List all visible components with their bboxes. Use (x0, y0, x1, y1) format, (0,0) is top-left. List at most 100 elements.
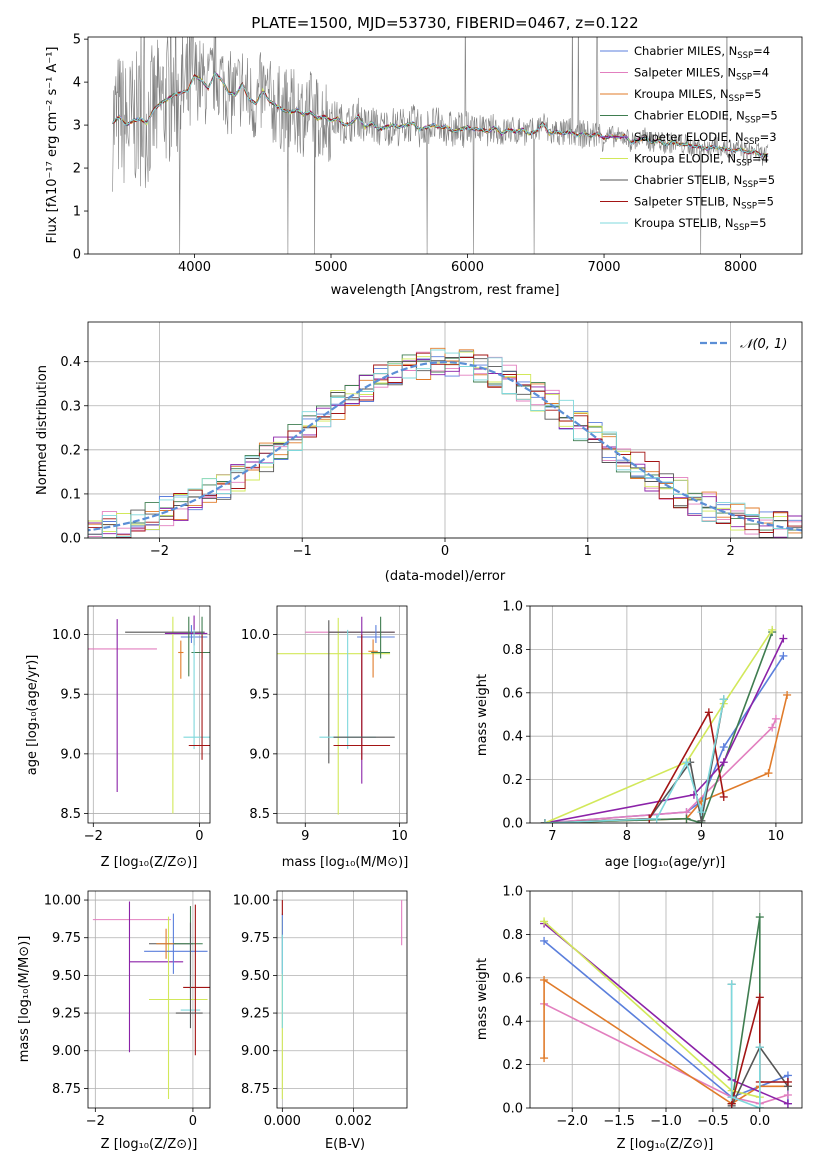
y-tick-label: 9.25 (52, 1007, 81, 1022)
x-tick-label: −1 (293, 544, 312, 559)
age_vs_mass-axes: 9 10 8.5 9.0 9.5 10.0 (241, 606, 408, 844)
weight-line-salpeter_miles (544, 718, 777, 823)
y-tick-label: 10.00 (233, 894, 270, 909)
gaussian-reference-line (88, 360, 802, 532)
legend-entry: Salpeter ELODIE, NSSP=3 (634, 130, 777, 147)
y-tick-label: 9.5 (249, 688, 270, 703)
mass-z-ylabel: mass [log₁₀(M/M⊙)] (17, 936, 32, 1063)
legend-entry: Kroupa MILES, NSSP=5 (634, 87, 761, 104)
spectrum-axes: 4000 5000 6000 7000 8000 0 1 2 3 4 5 (73, 33, 757, 275)
y-tick-label: 9.75 (241, 931, 270, 946)
mass-ebv-xlabel: E(B-V) (325, 1137, 365, 1152)
y-tick-label: 5 (73, 33, 81, 48)
legend-entry: Kroupa STELIB, NSSP=5 (634, 216, 766, 233)
weight_vs_Z-grid (530, 890, 802, 1109)
y-tick-label: 8.75 (241, 1082, 270, 1097)
residuals-frame (87, 321, 803, 539)
x-tick-label: 2 (726, 544, 734, 559)
x-tick-label: 7 (548, 829, 556, 844)
spectrum-plot (112, 37, 769, 254)
y-tick-label: 9.5 (60, 688, 81, 703)
age_vs_Z-axes: −2 0 8.5 9.0 9.5 10.0 (52, 606, 210, 844)
mass_vs_EBV-ticks (273, 899, 354, 1112)
y-tick-label: 9.00 (241, 1044, 270, 1059)
residuals-legend: 𝒩(0, 1) (700, 337, 787, 352)
y-tick-label: 0.2 (502, 773, 523, 788)
age_vs_Z-frame (87, 605, 211, 824)
y-tick-label: 3 (73, 119, 81, 134)
mass-z-xlabel: Z [log₁₀(Z/Z⊙)] (101, 1137, 198, 1152)
age_vs_Z-ticks (84, 634, 200, 827)
y-tick-label: 4 (73, 76, 81, 91)
hist-salpeter_stelib (88, 352, 802, 538)
y-tick-label: 0.6 (502, 971, 523, 986)
legend-entry: Salpeter STELIB, NSSP=5 (634, 195, 774, 212)
y-tick-label: 9.75 (52, 931, 81, 946)
spectrum-ticks (84, 38, 741, 258)
weight-z-xlabel: Z [log₁₀(Z/Z⊙)] (617, 1137, 714, 1152)
spectrum-xlabel: wavelength [Angstrom, rest frame] (331, 283, 560, 298)
legend-entry: Kroupa ELODIE, NSSP=4 (634, 152, 769, 169)
x-tick-label: 0 (195, 829, 203, 844)
age-z-ylabel: age [log₁₀(age/yr)] (25, 655, 40, 776)
x-tick-label: 0.0 (749, 1114, 770, 1129)
x-tick-label: 0.000 (264, 1114, 301, 1129)
mass_vs_Z-ticks (84, 899, 194, 1112)
mass_vs_EBV-plot (281, 900, 403, 1099)
residuals-xlabel: (data-model)/error (385, 569, 506, 584)
hist-salpeter_elodie (88, 351, 802, 538)
residuals-plot (88, 347, 802, 538)
x-tick-label: 5000 (314, 260, 347, 275)
age-mass-xlabel: mass [log₁₀(M/M⊙)] (282, 855, 409, 870)
observed-spectrum-line (112, 37, 769, 254)
spectrum-ylabel: Flux [fλ10⁻¹⁷ erg cm⁻² s⁻¹ A⁻¹] (45, 47, 60, 244)
y-tick-label: 0.4 (502, 1015, 523, 1030)
y-tick-label: 0 (73, 248, 81, 263)
weight-age-xlabel: age [log₁₀(age/yr)] (605, 855, 726, 870)
x-tick-label: −0.5 (697, 1114, 729, 1129)
y-tick-label: 2 (73, 162, 81, 177)
mass_vs_Z-plot (92, 901, 210, 1099)
age_vs_mass-ticks (273, 634, 400, 827)
x-tick-label: 4000 (178, 260, 211, 275)
x-tick-label: 8 (623, 829, 631, 844)
x-tick-label: 10 (391, 829, 408, 844)
mass_vs_EBV-grid (277, 891, 407, 1108)
x-tick-label: 0.002 (335, 1114, 372, 1129)
weight_vs_Z-plot (540, 913, 792, 1108)
x-tick-label: −2 (84, 829, 103, 844)
x-tick-label: 9 (697, 829, 705, 844)
y-tick-label: 0.0 (502, 817, 523, 832)
y-tick-label: 10.0 (241, 628, 270, 643)
age_vs_mass-grid (277, 606, 407, 823)
age-z-xlabel: Z [log₁₀(Z/Z⊙)] (101, 855, 198, 870)
x-tick-label: −2 (86, 1114, 105, 1129)
age_vs_mass-plot (277, 616, 395, 815)
legend-gauss-label: 𝒩(0, 1) (740, 337, 787, 352)
spectrum-frame (87, 36, 803, 255)
x-tick-label: −1.5 (603, 1114, 635, 1129)
y-tick-label: 8.5 (249, 807, 270, 822)
y-tick-label: 9.50 (52, 969, 81, 984)
legend-entry: Chabrier MILES, NSSP=4 (634, 44, 770, 61)
y-tick-label: 0.0 (502, 1102, 523, 1117)
legend-entry: Salpeter MILES, NSSP=4 (634, 66, 769, 83)
residuals-ticks (84, 361, 731, 542)
y-tick-label: 9.0 (249, 747, 270, 762)
age_vs_mass-frame (276, 605, 408, 824)
y-tick-label: 0.4 (60, 355, 81, 370)
x-tick-label: 6000 (451, 260, 484, 275)
x-tick-label: 7000 (587, 260, 620, 275)
y-tick-label: 0.1 (60, 487, 81, 502)
weight_vs_age-grid (530, 605, 802, 824)
weight_vs_age-axes: 7 8 9 10 0.0 0.2 0.4 0.6 0.8 1.0 (502, 600, 802, 844)
y-tick-label: 0.6 (502, 686, 523, 701)
y-tick-label: 0.0 (60, 532, 81, 547)
weight-z-ylabel: mass weight (475, 958, 490, 1040)
x-tick-label: 10 (768, 829, 785, 844)
weight_vs_age-frame (529, 605, 803, 824)
residuals-ylabel: Normed distribution (35, 365, 50, 495)
y-tick-label: 9.0 (60, 747, 81, 762)
spectrum-legend: Chabrier MILES, NSSP=4 Salpeter MILES, NS… (600, 44, 778, 233)
mass_vs_EBV-frame (276, 890, 408, 1109)
